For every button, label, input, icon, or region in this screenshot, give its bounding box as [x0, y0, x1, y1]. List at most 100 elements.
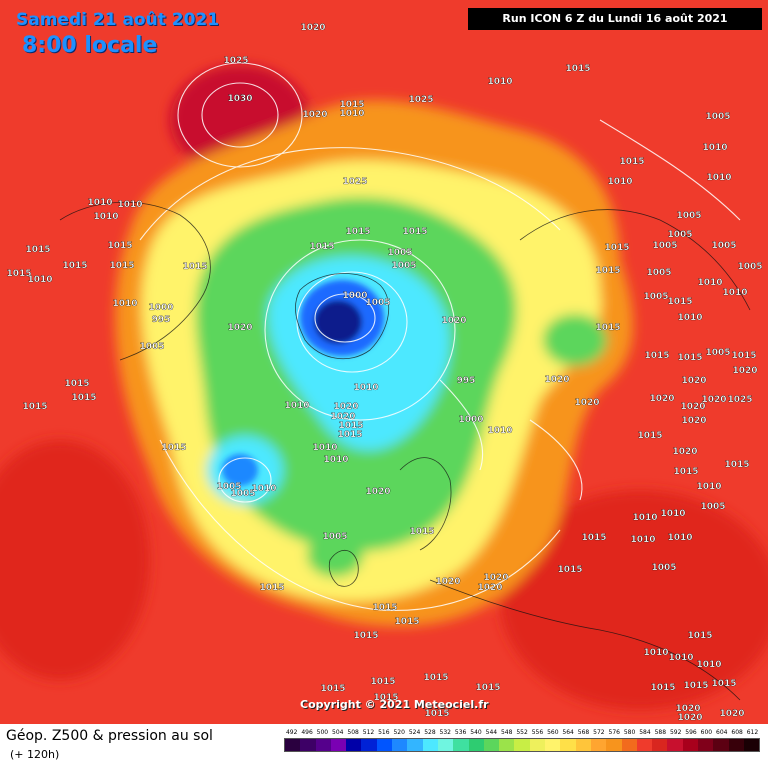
- pressure-label: 1010: [702, 143, 727, 153]
- pressure-labels: 1020102510301010101510151010102010251005…: [6, 23, 762, 723]
- scale-swatch: [575, 739, 591, 751]
- pressure-label: 1020: [333, 402, 358, 412]
- pressure-label: 1015: [372, 603, 397, 613]
- pressure-label: 1005: [667, 230, 692, 240]
- pressure-label: 1015: [402, 227, 427, 237]
- scale-swatch: [437, 739, 454, 751]
- pressure-label: 1005: [700, 502, 725, 512]
- pressure-label: 1015: [394, 617, 419, 627]
- copyright-text: Copyright © 2021 Meteociel.fr: [300, 698, 489, 711]
- pressure-label: 1015: [565, 64, 590, 74]
- pressure-label: 1000: [148, 303, 173, 313]
- scale-label: 584: [639, 729, 651, 736]
- pressure-label: 1020: [227, 323, 252, 333]
- isobar-low-2: [296, 271, 408, 373]
- scale-swatch: [667, 739, 683, 751]
- pressure-label: 1015: [724, 460, 749, 470]
- scale-swatch: [346, 739, 362, 751]
- scale-swatch: [514, 739, 530, 751]
- pressure-label: 1020: [483, 573, 508, 583]
- pressure-label: 1005: [651, 563, 676, 573]
- pressure-label: 1015: [337, 430, 362, 440]
- pressure-label: 1010: [284, 401, 309, 411]
- scale-swatch: [621, 739, 637, 751]
- product-title: Géop. Z500 & pression au sol: [6, 728, 213, 744]
- scale-swatch: [315, 739, 331, 751]
- forecast-date: Samedi 21 août 2021: [16, 10, 220, 30]
- pressure-label: 1010: [722, 288, 747, 298]
- pressure-label: 1010: [677, 313, 702, 323]
- pressure-label: 995: [152, 315, 171, 325]
- scale-label: 500: [316, 729, 329, 736]
- scale-label: 524: [408, 729, 421, 736]
- pressure-label: 1015: [604, 243, 629, 253]
- scale-label: 496: [301, 729, 313, 736]
- pressure-label: 1015: [182, 262, 207, 272]
- pressure-label: 1015: [109, 261, 134, 271]
- pressure-label: 1005: [646, 268, 671, 278]
- scale-label: 600: [700, 729, 713, 736]
- scale-swatch: [330, 739, 347, 751]
- scale-label: 608: [731, 729, 743, 736]
- pressure-label: 1015: [62, 261, 87, 271]
- coastlines: [59, 201, 751, 701]
- pressure-label: 1005: [737, 262, 762, 272]
- scale-label: 568: [577, 729, 590, 736]
- scale-label: 612: [746, 729, 759, 736]
- pressure-label: 1010: [630, 535, 655, 545]
- scale-swatch: [682, 739, 699, 751]
- scale-label: 508: [347, 729, 359, 736]
- isobar-line-3: [439, 379, 484, 471]
- pressure-label: 1005: [652, 241, 677, 251]
- pressure-label: 1015: [339, 100, 364, 110]
- pressure-label: 1020: [574, 398, 599, 408]
- scale-labels: 492 496 500 504 508 512 516 520 524 528 532 536 540 5…: [284, 729, 760, 736]
- pressure-label: 1020: [680, 402, 705, 412]
- pressure-label: 1005: [387, 248, 412, 258]
- pressure-label: 1005: [216, 482, 241, 492]
- scale-swatch: [652, 739, 668, 751]
- scale-label: 516: [378, 729, 390, 736]
- pressure-label: 1015: [667, 297, 692, 307]
- pressure-label: 1020: [732, 366, 757, 376]
- scale-swatch: [453, 739, 469, 751]
- pressure-label: 1005: [643, 292, 668, 302]
- pressure-label: 1015: [71, 393, 96, 403]
- pressure-label: 1015: [650, 683, 675, 693]
- pressure-label: 1015: [475, 683, 500, 693]
- pressure-label: 1020: [435, 577, 460, 587]
- pressure-label: 1010: [487, 426, 512, 436]
- pressure-label: 1010: [632, 513, 657, 523]
- scale-label: 580: [623, 729, 636, 736]
- pressure-label: 1020: [302, 110, 327, 120]
- pressure-label: 1015: [619, 157, 644, 167]
- field-deep-red-se: [500, 490, 768, 710]
- pressure-label: 1020: [701, 395, 726, 405]
- field-navy-core: [314, 300, 362, 344]
- pressure-label: 1020: [681, 376, 706, 386]
- pressure-label: 1015: [423, 673, 448, 683]
- pressure-label: 1025: [223, 56, 248, 66]
- isobar-lines: [139, 62, 741, 612]
- pressure-label: 1015: [6, 269, 31, 279]
- pressure-label: 995: [457, 376, 476, 386]
- pressure-label: 1015: [687, 631, 712, 641]
- scale-swatch: [483, 739, 500, 751]
- pressure-label: 1020: [300, 23, 325, 33]
- pressure-label: 1010: [87, 198, 112, 208]
- pressure-label: 1015: [637, 431, 662, 441]
- coast-greenland: [295, 273, 389, 359]
- scale-swatch: [499, 739, 515, 751]
- scale-swatch: [529, 739, 546, 751]
- pressure-label: 1015: [25, 245, 50, 255]
- pressure-label: 1010: [353, 383, 378, 393]
- z500-map-canvas: 1020102510301010101510151010102010251005…: [0, 22, 768, 724]
- scale-swatch: [728, 739, 744, 751]
- pressure-label: 1020: [477, 583, 502, 593]
- scale-label: 572: [593, 729, 605, 736]
- scale-label: 564: [562, 729, 574, 736]
- pressure-label: 1000: [458, 415, 483, 425]
- pressure-label: 1015: [677, 353, 702, 363]
- scale-swatch: [713, 739, 729, 751]
